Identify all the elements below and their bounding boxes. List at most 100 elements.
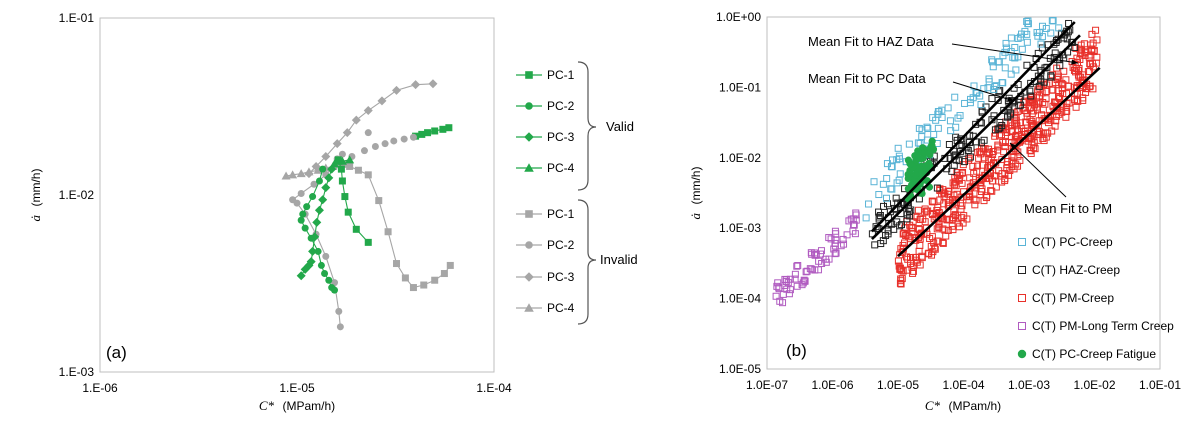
panel-b-pm-creep-point [1035, 128, 1043, 136]
panel-b-pm-creep-point [1081, 48, 1089, 56]
panel-b-pm-long-term-point [843, 231, 851, 239]
panel-a-invalid-pc-3-point [332, 139, 342, 149]
panel-b-y-tick-label: 1.0E+00 [716, 10, 761, 24]
panel-a-invalid-pc-3-point [363, 106, 373, 116]
panel-b-annotation-arrowhead [1071, 59, 1078, 65]
panel-a-invalid-pc-4-point [288, 170, 298, 179]
panel-b-pm-creep-point [940, 200, 948, 208]
panel-b-pc-creep-point [1001, 64, 1009, 72]
panel-b-haz-creep-point [880, 202, 888, 210]
panel-b-pc-creep-point [1023, 30, 1031, 38]
panel-b-haz-creep-point [1000, 106, 1008, 114]
panel-b-pm-creep-point [983, 194, 991, 202]
panel-b-pm-creep-point [916, 232, 924, 240]
panel-b-haz-creep-point [907, 206, 915, 214]
panel-b-pm-long-term-point [811, 251, 819, 259]
panel-a-valid-pc-2-point [330, 286, 338, 294]
panel-b-pm-long-term-point [794, 261, 802, 269]
panel-b-pm-creep-point [988, 187, 996, 195]
panel-a-invalid-pc-1-point [409, 284, 417, 292]
panel-b-pm-creep-point [952, 182, 960, 190]
panel-b-pm-creep-point [1051, 99, 1059, 107]
panel-a-valid-pc-2-point [299, 210, 307, 218]
panel-b-legend-label: C(T) PC-Creep Fatigue [1032, 347, 1156, 361]
panel-a-valid-pc-2-point [321, 270, 329, 278]
panel-a-legend-marker [525, 210, 533, 218]
panel-b-legend-label: C(T) PM-Long Term Creep [1032, 319, 1174, 333]
panel-a-invalid-pc-1-point [420, 281, 428, 289]
panel-b-y-tick-label: 1.0E-03 [719, 221, 761, 235]
panel-b-pc-creep-fatigue-point [923, 163, 931, 172]
panel-b-pm-long-term-point [802, 268, 810, 276]
panel-a-invalid-pc-2-point [293, 199, 301, 207]
panel-b-pm-creep-point [1000, 148, 1008, 156]
panel-a-valid-pc-3-point [308, 246, 318, 256]
panel-b-pm-creep-point [1016, 156, 1024, 164]
panel-a-legend-label: PC-4 [547, 301, 575, 315]
panel-a-extra-point [431, 127, 439, 135]
panel-a-legend-marker [525, 71, 533, 79]
panel-b-y-tick-label: 1.0E-02 [719, 151, 761, 165]
panel-a-plot-area [99, 17, 495, 373]
panel-a-valid-pc-2-point [317, 261, 325, 269]
panel-b-haz-creep-point [1023, 61, 1031, 69]
panel-b-pm-creep-point [998, 156, 1006, 164]
panel-b-haz-creep-point [1047, 73, 1055, 81]
panel-b-pm-creep-point [897, 266, 905, 274]
panel-b-pm-creep-point [1088, 45, 1096, 53]
panel-a-legend-marker [525, 102, 533, 110]
panel-b-pm-creep-point [1076, 49, 1084, 57]
panel-b-pc-creep-point [923, 123, 931, 131]
panel-b-legend-marker [1017, 349, 1027, 359]
panel-b-pm-long-term-point [781, 275, 789, 283]
panel-a-invalid-pc-1-point [401, 274, 409, 282]
panel-b-pm-creep-point [1039, 129, 1047, 137]
panel-b-pc-creep-point [1011, 54, 1019, 62]
panel-b-pm-creep-point [1089, 63, 1097, 71]
panel-b-pm-creep-point [1012, 132, 1020, 140]
panel-a-valid-pc-2-point [314, 247, 322, 255]
panel-b-pm-creep-point [1073, 64, 1081, 72]
panel-a-y-tick-label: 1.E-03 [59, 365, 95, 379]
panel-a-valid-pc-4-point [345, 155, 355, 164]
panel-b-pm-creep-point [1064, 82, 1072, 90]
panel-b-pm-creep-point [897, 280, 905, 288]
panel-a-invalid-pc-1-point [354, 166, 362, 174]
panel-a-valid-pc-4-point [329, 159, 339, 168]
panel-a-label: (a) [106, 343, 127, 362]
panel-a-valid-pc-2-point [303, 203, 311, 211]
panel-a-legend-marker [524, 132, 534, 142]
panel-b-pm-long-term-point [774, 279, 782, 287]
panel-b-haz-creep-point [952, 133, 960, 141]
panel-b-fit-annotation: Mean Fit to PC Data [808, 71, 927, 86]
panel-a-valid-pc-3-point [324, 173, 334, 183]
panel-b-x-tick-label: 1.0E-02 [1073, 378, 1115, 392]
panel-b-pm-creep-point [1021, 106, 1029, 114]
panel-b-pm-creep-point [1090, 48, 1098, 56]
panel-b-pm-creep-point [992, 183, 1000, 191]
panel-b-pc-creep-point [934, 124, 942, 132]
panel-b-pc-creep-point [883, 160, 891, 168]
panel-b-fit-annotation: Mean Fit to PM [1024, 201, 1112, 216]
valid-brace [577, 61, 597, 191]
panel-b-pm-creep-point [900, 229, 908, 237]
panel-a-extra-point [418, 130, 426, 138]
panel-a-invalid-pc-3-point [321, 152, 331, 162]
panel-b-pm-creep-point [994, 143, 1002, 151]
panel-b-pc-creep-point [991, 83, 999, 91]
panel-b-pm-creep-point [1008, 153, 1016, 161]
panel-b-haz-creep-point [1038, 44, 1046, 52]
panel-b-pm-creep-point [973, 162, 981, 170]
panel-a-valid-pc-3-point [310, 232, 320, 242]
panel-a-legend-label: PC-1 [547, 68, 575, 82]
panel-b-pc-creep-point [930, 130, 938, 138]
panel-b-pm-creep-point [1063, 90, 1071, 98]
panel-b-pm-creep-point [998, 178, 1006, 186]
panel-b-pc-creep-point [1042, 24, 1050, 32]
panel-b-legend-marker [1018, 266, 1026, 274]
panel-b-pm-creep-point [1044, 129, 1052, 137]
panel-b-pc-creep-point [870, 178, 878, 186]
panel-b-haz-creep-point [1071, 43, 1079, 51]
panel-a-extra-point [409, 133, 417, 141]
panel-b-pm-long-term-point [832, 236, 840, 244]
